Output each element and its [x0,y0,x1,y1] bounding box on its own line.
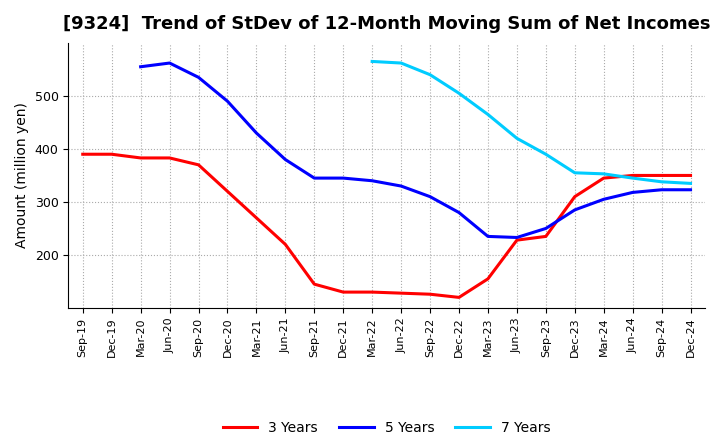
7 Years [484,112,492,117]
Title: [9324]  Trend of StDev of 12-Month Moving Sum of Net Incomes: [9324] Trend of StDev of 12-Month Moving… [63,15,711,33]
3 Years [484,276,492,282]
3 Years [599,176,608,181]
7 Years [570,170,579,176]
5 Years [252,130,261,136]
7 Years [454,91,463,96]
Y-axis label: Amount (million yen): Amount (million yen) [15,103,29,249]
Line: 7 Years: 7 Years [372,62,690,183]
3 Years [310,282,319,287]
5 Years [310,176,319,181]
5 Years [657,187,666,192]
7 Years [541,152,550,157]
7 Years [426,72,434,77]
5 Years [629,190,637,195]
3 Years [281,242,289,247]
3 Years [223,189,232,194]
3 Years [541,234,550,239]
5 Years [513,235,521,240]
5 Years [223,99,232,104]
Line: 5 Years: 5 Years [140,63,690,238]
5 Years [599,197,608,202]
7 Years [513,136,521,141]
5 Years [426,194,434,199]
3 Years [166,155,174,161]
3 Years [513,238,521,243]
3 Years [136,155,145,161]
3 Years [629,173,637,178]
5 Years [136,64,145,70]
3 Years [107,152,116,157]
3 Years [570,194,579,199]
7 Years [629,176,637,181]
3 Years [339,290,348,295]
3 Years [686,173,695,178]
3 Years [454,295,463,300]
7 Years [599,171,608,176]
Legend: 3 Years, 5 Years, 7 Years: 3 Years, 5 Years, 7 Years [217,416,557,440]
3 Years [397,290,405,296]
5 Years [484,234,492,239]
5 Years [194,75,203,80]
5 Years [281,157,289,162]
7 Years [397,60,405,66]
3 Years [252,215,261,220]
3 Years [368,290,377,295]
5 Years [541,226,550,231]
5 Years [368,178,377,183]
7 Years [657,179,666,184]
Line: 3 Years: 3 Years [83,154,690,297]
5 Years [166,60,174,66]
3 Years [426,292,434,297]
7 Years [686,181,695,186]
3 Years [78,152,87,157]
3 Years [194,162,203,168]
5 Years [454,210,463,215]
5 Years [570,207,579,213]
5 Years [686,187,695,192]
5 Years [339,176,348,181]
5 Years [397,183,405,189]
3 Years [657,173,666,178]
7 Years [368,59,377,64]
